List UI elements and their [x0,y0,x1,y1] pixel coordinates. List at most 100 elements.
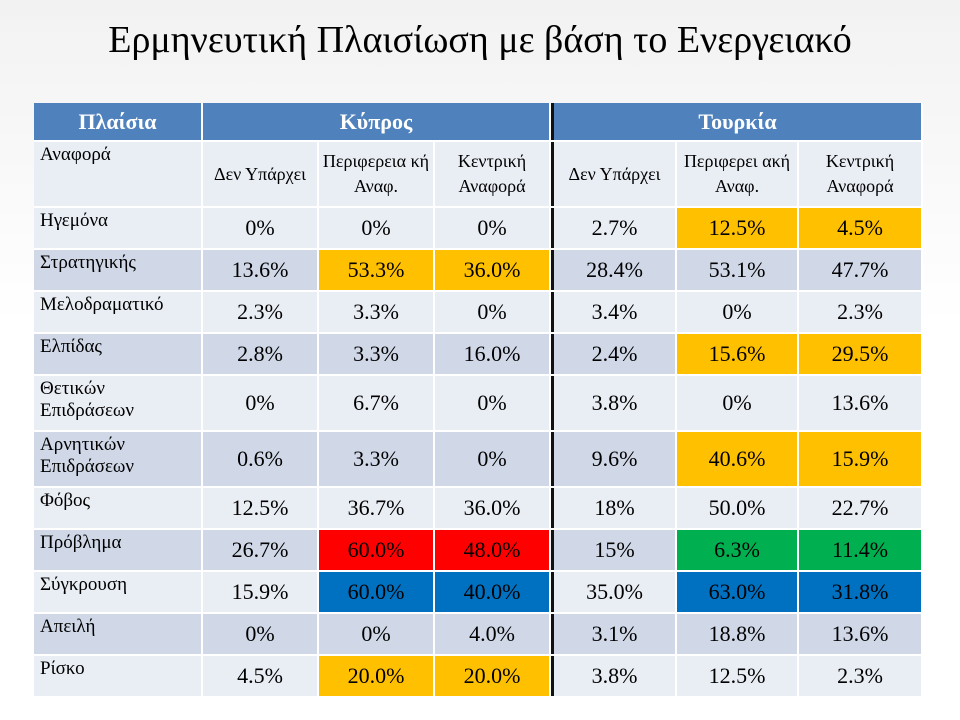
value-turkey-peripheral: 15.6% [676,333,800,376]
value-cyprus-central: 0% [434,207,552,250]
column-divider [550,655,555,698]
row-label: Ελπίδας [34,333,203,376]
column-divider [550,487,555,530]
value-turkey-central: 4.5% [798,207,924,250]
table-row: Φόβος 12.5% 36.7% 36.0% 18% 50.0% 22.7% [34,487,924,530]
value-cyprus-central: 20.0% [434,655,552,698]
value-turkey-none: 2.7% [554,207,678,250]
value-turkey-central: 2.3% [798,291,924,334]
value-turkey-peripheral: 40.6% [676,431,800,488]
table-row: Στρατηγικής 13.6% 53.3% 36.0% 28.4% 53.1% 47.7… [34,249,924,292]
table-row: Θετικών Επιδράσεων 0% 6.7% 0% 3.8% 0% 13.6% [34,375,924,432]
value-turkey-none: 28.4% [554,249,678,292]
framing-table: Πλαίσια Κύπρος Τουρκία Αναφορά Δεν Υπάρχ… [34,103,924,698]
value-cyprus-peripheral: 0% [318,613,435,656]
row-label: Θετικών Επιδράσεων [34,375,203,432]
value-turkey-central: 47.7% [798,249,924,292]
value-cyprus-central: 36.0% [434,249,552,292]
subheader-turkey-peripheral: Περιφερει ακή Αναφ. [676,141,800,208]
value-cyprus-peripheral: 0% [318,207,435,250]
row-label: Πρόβλημα [34,529,203,572]
value-turkey-none: 3.4% [554,291,678,334]
table-row: Απειλή 0% 0% 4.0% 3.1% 18.8% 13.6% [34,613,924,656]
row-label: Σύγκρουση [34,571,203,614]
column-divider [550,207,555,250]
value-turkey-peripheral: 53.1% [676,249,800,292]
value-cyprus-central: 4.0% [434,613,552,656]
row-label: Ρίσκο [34,655,203,698]
value-turkey-central: 11.4% [798,529,924,572]
value-cyprus-peripheral: 20.0% [318,655,435,698]
value-cyprus-central: 36.0% [434,487,552,530]
value-turkey-peripheral: 12.5% [676,655,800,698]
value-turkey-none: 15% [554,529,678,572]
value-cyprus-central: 0% [434,291,552,334]
value-turkey-peripheral: 12.5% [676,207,800,250]
column-divider [550,291,555,334]
table-row: Μελοδραματικό 2.3% 3.3% 0% 3.4% 0% 2.3% [34,291,924,334]
value-turkey-central: 31.8% [798,571,924,614]
value-turkey-none: 2.4% [554,333,678,376]
value-turkey-central: 2.3% [798,655,924,698]
value-cyprus-none: 13.6% [202,249,319,292]
value-cyprus-none: 4.5% [202,655,319,698]
header-cyprus: Κύπρος [202,103,552,142]
value-turkey-central: 13.6% [798,613,924,656]
value-cyprus-none: 0.6% [202,431,319,488]
value-cyprus-none: 0% [202,207,319,250]
value-turkey-none: 3.8% [554,375,678,432]
value-cyprus-none: 26.7% [202,529,319,572]
value-cyprus-peripheral: 6.7% [318,375,435,432]
row-label: Ηγεμόνα [34,207,203,250]
value-cyprus-peripheral: 3.3% [318,291,435,334]
row-label: Αρνητικών Επιδράσεων [34,431,203,488]
value-cyprus-none: 12.5% [202,487,319,530]
value-cyprus-peripheral: 3.3% [318,431,435,488]
subheader-row: Αναφορά Δεν Υπάρχει Περιφερεια κή Αναφ. … [34,141,924,208]
subheader-cyprus-none: Δεν Υπάρχει [202,141,319,208]
row-label: Φόβος [34,487,203,530]
value-cyprus-none: 2.8% [202,333,319,376]
subheader-turkey-none: Δεν Υπάρχει [554,141,678,208]
value-turkey-central: 15.9% [798,431,924,488]
table-row: Ρίσκο 4.5% 20.0% 20.0% 3.8% 12.5% 2.3% [34,655,924,698]
value-turkey-central: 13.6% [798,375,924,432]
value-turkey-central: 29.5% [798,333,924,376]
slide-title: Ερμηνευτική Πλαισίωση με βάση το Ενεργει… [108,19,852,61]
value-turkey-none: 18% [554,487,678,530]
column-divider [550,529,555,572]
table-row: Αρνητικών Επιδράσεων 0.6% 3.3% 0% 9.6% 40.6% 1… [34,431,924,488]
header-turkey: Τουρκία [554,103,924,142]
value-cyprus-none: 15.9% [202,571,319,614]
value-turkey-peripheral: 6.3% [676,529,800,572]
value-turkey-peripheral: 18.8% [676,613,800,656]
subheader-cyprus-peripheral: Περιφερεια κή Αναφ. [318,141,435,208]
column-divider [550,333,555,376]
subheader-cyprus-central: Κεντρική Αναφορά [434,141,552,208]
subheader-label: Αναφορά [34,141,203,208]
value-turkey-none: 3.1% [554,613,678,656]
column-divider [550,375,555,432]
row-label: Απειλή [34,613,203,656]
value-turkey-none: 9.6% [554,431,678,488]
table-row: Ελπίδας 2.8% 3.3% 16.0% 2.4% 15.6% 29.5% [34,333,924,376]
value-turkey-central: 22.7% [798,487,924,530]
row-label: Στρατηγικής [34,249,203,292]
value-cyprus-central: 0% [434,375,552,432]
value-cyprus-none: 0% [202,613,319,656]
header-row: Πλαίσια Κύπρος Τουρκία [34,103,924,142]
value-turkey-peripheral: 63.0% [676,571,800,614]
value-cyprus-central: 0% [434,431,552,488]
table-row: Ηγεμόνα 0% 0% 0% 2.7% 12.5% 4.5% [34,207,924,250]
value-cyprus-peripheral: 60.0% [318,529,435,572]
value-turkey-none: 3.8% [554,655,678,698]
column-divider [550,103,555,142]
subheader-turkey-central: Κεντρική Αναφορά [798,141,924,208]
table-row: Σύγκρουση 15.9% 60.0% 40.0% 35.0% 63.0% 31.8% [34,571,924,614]
value-turkey-none: 35.0% [554,571,678,614]
table-row: Πρόβλημα 26.7% 60.0% 48.0% 15% 6.3% 11.4% [34,529,924,572]
column-divider [550,141,555,208]
row-label: Μελοδραματικό [34,291,203,334]
value-cyprus-peripheral: 3.3% [318,333,435,376]
column-divider [550,431,555,488]
